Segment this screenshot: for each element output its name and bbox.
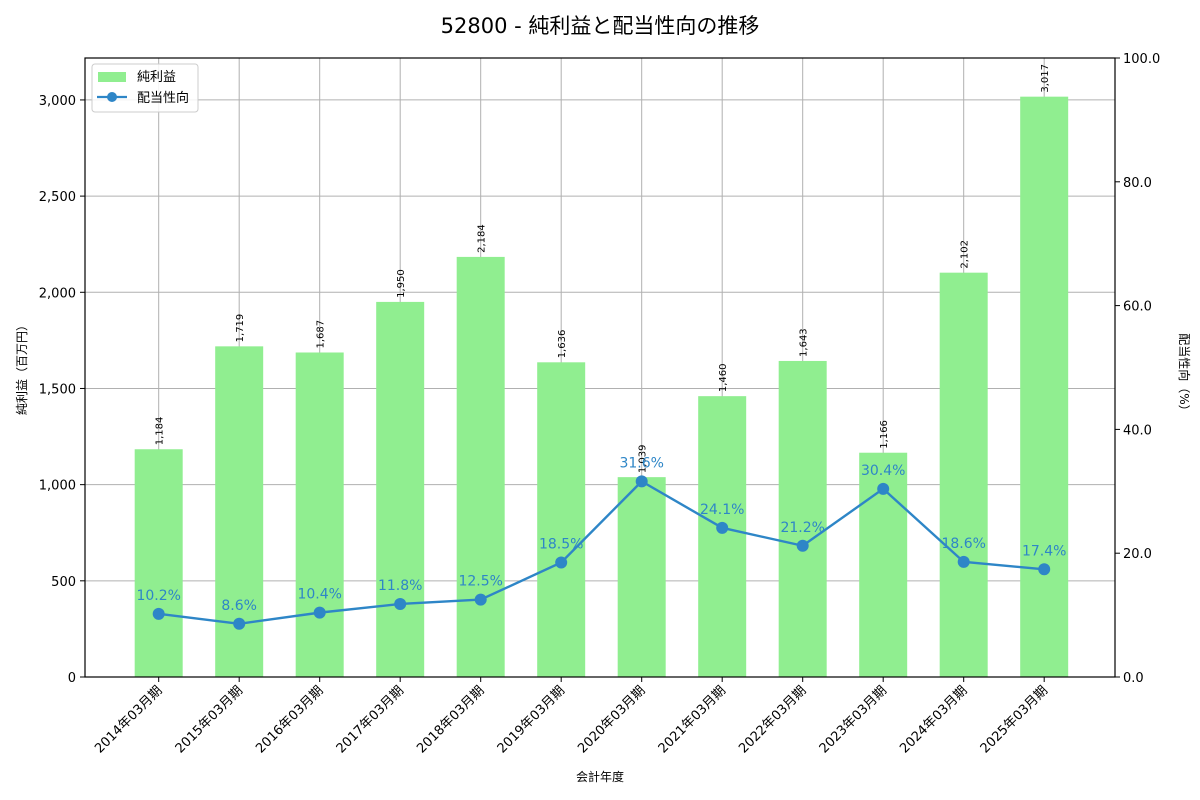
x-tick-label: 2014年03月期 bbox=[92, 683, 165, 756]
payout-value-label: 17.4% bbox=[1022, 543, 1066, 559]
bar bbox=[134, 449, 183, 677]
y2-tick-label: 80.0 bbox=[1123, 176, 1152, 191]
x-tick-label: 2022年03月期 bbox=[736, 683, 809, 756]
legend-label-payout: 配当性向 bbox=[137, 90, 189, 106]
payout-value-label: 11.8% bbox=[378, 578, 422, 594]
y-tick-label: 1,500 bbox=[39, 382, 76, 397]
bar bbox=[376, 301, 425, 677]
payout-value-label: 18.5% bbox=[539, 536, 583, 552]
payout-value-label: 8.6% bbox=[221, 598, 257, 614]
data-point-marker bbox=[796, 539, 809, 552]
payout-value-label: 10.2% bbox=[136, 588, 180, 604]
data-point-marker bbox=[152, 607, 165, 620]
plot-frame bbox=[84, 57, 1116, 678]
left-axis-ticks: 0 500 1,000 1,500 2,000 2,500 3,000 bbox=[39, 94, 85, 686]
data-point-marker bbox=[233, 617, 246, 630]
data-point-marker bbox=[877, 482, 890, 495]
payout-line bbox=[158, 479, 1045, 625]
bar-value-label: 1,687 bbox=[316, 320, 327, 349]
bar bbox=[778, 360, 827, 677]
data-point-marker bbox=[716, 521, 729, 534]
y2-tick-label: 60.0 bbox=[1123, 300, 1152, 315]
x-tick-label: 2015年03月期 bbox=[173, 683, 246, 756]
bar-value-label: 1,184 bbox=[155, 417, 166, 446]
bar bbox=[456, 256, 505, 677]
chart-title: 52800 - 純利益と配当性向の推移 bbox=[441, 14, 760, 38]
bar-value-label: 1,460 bbox=[718, 364, 729, 393]
payout-value-label: 31.6% bbox=[619, 455, 663, 471]
bar bbox=[1020, 96, 1069, 677]
x-tick-label: 2019年03月期 bbox=[495, 683, 568, 756]
x-tick-label: 2024年03月期 bbox=[897, 683, 970, 756]
x-axis-label: 会計年度 bbox=[576, 769, 624, 784]
y-tick-label: 2,500 bbox=[39, 190, 76, 205]
bar-value-label: 1,166 bbox=[879, 420, 890, 449]
bar bbox=[295, 352, 344, 677]
y-tick-label: 1,000 bbox=[39, 479, 76, 494]
data-point-marker bbox=[555, 556, 568, 569]
payout-value-label: 18.6% bbox=[941, 536, 985, 552]
payout-value-label: 24.1% bbox=[700, 502, 744, 518]
data-point-marker bbox=[313, 606, 326, 619]
x-axis-ticks: 2014年03月期 2015年03月期 2016年03月期 2017年03月期 2018… bbox=[92, 677, 1051, 757]
y2-tick-label: 40.0 bbox=[1123, 423, 1152, 438]
data-point-marker bbox=[1038, 563, 1051, 576]
x-tick-label: 2020年03月期 bbox=[575, 683, 648, 756]
x-tick-label: 2025年03月期 bbox=[978, 683, 1051, 756]
legend-marker-icon bbox=[107, 92, 117, 102]
y-tick-label: 500 bbox=[51, 575, 76, 590]
bar-value-label: 3,017 bbox=[1040, 64, 1051, 93]
data-point-marker bbox=[474, 593, 487, 606]
bar-value-label: 2,184 bbox=[477, 224, 488, 253]
y2-tick-label: 100.0 bbox=[1123, 52, 1160, 67]
bar-value-label: 2,102 bbox=[960, 240, 971, 269]
y-tick-label: 2,000 bbox=[39, 286, 76, 301]
bar-value-label: 1,719 bbox=[235, 314, 246, 343]
bar bbox=[617, 477, 666, 677]
y-tick-label: 3,000 bbox=[39, 94, 76, 109]
x-tick-label: 2016年03月期 bbox=[253, 683, 326, 756]
x-tick-label: 2021年03月期 bbox=[656, 683, 729, 756]
data-point-marker bbox=[957, 555, 970, 568]
bar bbox=[537, 362, 586, 677]
x-tick-label: 2018年03月期 bbox=[414, 683, 487, 756]
y2-tick-label: 20.0 bbox=[1123, 547, 1152, 562]
payout-ratio-labels: 10.2% 8.6% 10.4% 11.8% 12.5% 18.5% 31.6% 24.1% 2… bbox=[136, 455, 1066, 613]
data-point-marker bbox=[394, 597, 407, 610]
y-tick-label: 0 bbox=[68, 671, 76, 686]
bar-value-label: 1,643 bbox=[799, 328, 810, 357]
bar-value-label: 1,950 bbox=[396, 269, 407, 298]
bar-value-labels: 1,184 1,719 1,687 1,950 2,184 1,636 1,039 1,460… bbox=[155, 64, 1051, 474]
x-tick-label: 2017年03月期 bbox=[334, 683, 407, 756]
y2-tick-label: 0.0 bbox=[1123, 671, 1144, 686]
bar-value-label: 1,039 bbox=[638, 445, 649, 474]
data-point-marker bbox=[635, 475, 648, 488]
bar bbox=[939, 272, 988, 677]
legend: 純利益 配当性向 bbox=[91, 63, 199, 113]
x-tick-label: 2023年03月期 bbox=[817, 683, 890, 756]
y2-axis-label: 配当性向（%） bbox=[1177, 333, 1192, 416]
bar bbox=[698, 396, 747, 677]
payout-value-label: 10.4% bbox=[297, 587, 341, 603]
legend-bar-swatch bbox=[98, 72, 126, 82]
right-axis-ticks: 0.0 20.0 40.0 60.0 80.0 100.0 bbox=[1115, 52, 1160, 686]
payout-value-label: 21.2% bbox=[780, 520, 824, 536]
payout-value-label: 12.5% bbox=[458, 574, 502, 590]
bar-value-label: 1,636 bbox=[557, 330, 568, 359]
y-axis-label: 純利益（百万円） bbox=[15, 319, 29, 415]
net-income-bars bbox=[134, 96, 1069, 677]
payout-value-label: 30.4% bbox=[861, 463, 905, 479]
legend-label-net-income: 純利益 bbox=[137, 70, 176, 85]
payout-ratio-line bbox=[152, 475, 1051, 630]
